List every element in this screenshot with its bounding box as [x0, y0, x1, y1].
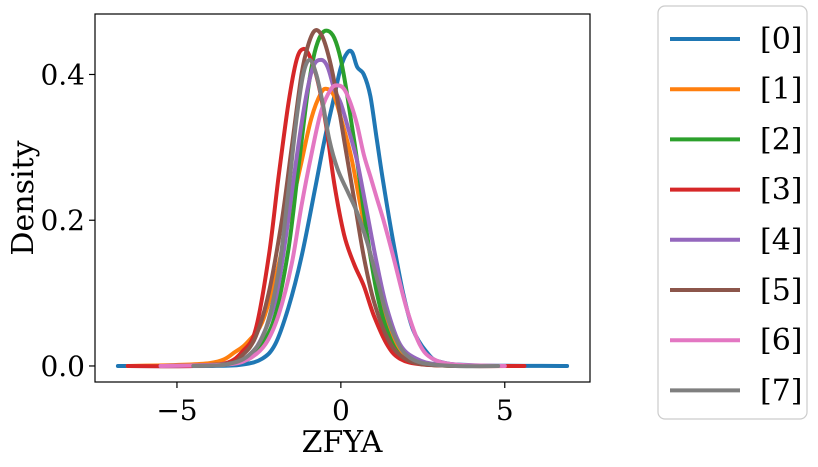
series-layer [115, 28, 570, 369]
x-tick-label-2: 5 [496, 394, 514, 427]
x-axis: −5 0 5 [156, 382, 514, 427]
y-axis-label: Density [6, 140, 41, 255]
x-tick-label-0: −5 [156, 394, 197, 427]
series-line-2 [175, 28, 458, 368]
legend-label-6: [6] [760, 323, 803, 358]
legend-frame [657, 5, 808, 420]
x-axis-label: ZFYA [302, 425, 383, 460]
plot-frame [94, 13, 591, 383]
legend-label-2: [2] [760, 122, 803, 157]
y-tick-label-2: 0.4 [40, 58, 85, 91]
legend-label-3: [3] [760, 173, 803, 208]
y-tick-label-0: 0.0 [40, 350, 85, 383]
series-line-6 [158, 83, 507, 368]
y-tick-label-1: 0.2 [40, 204, 85, 237]
legend-label-1: [1] [760, 72, 803, 107]
legend-label-0: [0] [760, 22, 803, 57]
series-line-5 [158, 28, 458, 368]
series-line-7 [191, 57, 501, 369]
legend-label-5: [5] [760, 273, 803, 308]
y-axis: 0.0 0.2 0.4 [40, 58, 95, 383]
legend-label-4: [4] [760, 223, 803, 258]
x-tick-label-1: 0 [332, 394, 350, 427]
legend-label-7: [7] [760, 373, 803, 408]
legend: [0] [1] [2] [3] [4] [5] [6] [7] [657, 5, 808, 420]
series-line-0 [115, 48, 570, 369]
